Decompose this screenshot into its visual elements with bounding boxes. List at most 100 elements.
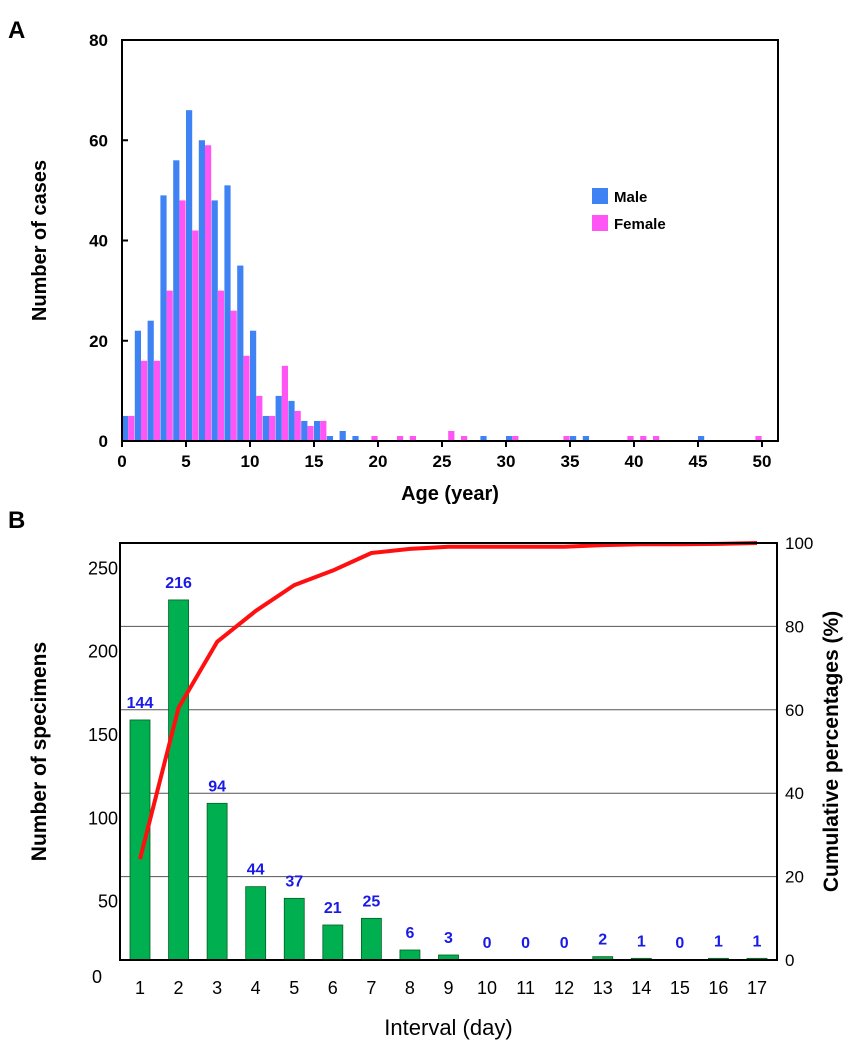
data-label: 25: [362, 893, 380, 910]
y-axis-label-a: Number of cases: [29, 160, 51, 321]
x-tick-label: 15: [305, 452, 324, 471]
y-tick-label-left: 0: [92, 967, 102, 987]
bar-male: [582, 435, 589, 441]
bar-female: [371, 435, 378, 441]
x-tick-label: 35: [561, 452, 580, 471]
x-tick-label: 11: [516, 978, 535, 998]
legend-label-male: Male: [614, 189, 647, 206]
data-label: 44: [247, 862, 265, 879]
y-axis-label-right: Cumulative percentages (%): [820, 611, 843, 892]
bar-male: [134, 330, 141, 441]
bar-male: [237, 265, 244, 441]
data-label: 1: [753, 933, 762, 950]
x-tick-label: 9: [443, 978, 453, 998]
y-tick-label-right: 0: [785, 951, 794, 970]
bar-male: [147, 320, 154, 441]
bar-male: [326, 435, 333, 441]
bar-specimens: [206, 802, 228, 961]
data-label: 0: [675, 935, 684, 952]
bar-male: [224, 185, 231, 441]
y-tick-label-right: 80: [785, 617, 804, 636]
y-tick-label-right: 60: [785, 701, 804, 720]
bar-male: [198, 140, 205, 441]
bar-male: [314, 420, 321, 441]
x-tick-label: 3: [212, 978, 222, 998]
x-tick-label: 5: [181, 452, 190, 471]
bar-female: [269, 415, 276, 441]
bar-female: [409, 435, 416, 441]
bar-specimens: [129, 719, 151, 961]
y-tick-label-right: 100: [785, 534, 813, 553]
x-axis-label-b: Interval (day): [384, 1015, 512, 1040]
bar-female: [512, 435, 519, 441]
data-label: 6: [405, 925, 414, 942]
bar-female: [653, 435, 660, 441]
bar-specimens: [322, 924, 344, 961]
y-tick-label: 0: [99, 432, 108, 451]
bar-specimens: [168, 599, 189, 961]
x-tick-label: 15: [670, 978, 690, 998]
x-tick-label: 14: [631, 978, 651, 998]
x-tick-label: 20: [369, 452, 388, 471]
data-label: 0: [560, 935, 569, 952]
x-tick-label: 1: [135, 978, 145, 998]
bar-male: [160, 195, 167, 441]
data-label: 144: [127, 695, 154, 712]
data-label: 1: [637, 933, 646, 950]
y-tick-label-right: 40: [785, 784, 804, 803]
plot-frame-b: [119, 542, 778, 961]
bar-female: [217, 290, 224, 441]
data-label: 216: [165, 575, 192, 592]
bar-female: [294, 410, 301, 441]
data-label: 37: [285, 873, 303, 890]
data-label: 0: [483, 935, 492, 952]
bar-male: [186, 110, 193, 442]
y-axis-label-left: Number of specimens: [28, 642, 51, 861]
bar-male: [570, 435, 577, 441]
x-tick-label: 0: [117, 452, 126, 471]
bar-male: [352, 435, 359, 441]
bar-female: [640, 435, 647, 441]
x-tick-label: 4: [251, 978, 261, 998]
x-tick-label: 45: [689, 452, 708, 471]
y-tick-label: 40: [89, 232, 108, 251]
bar-specimens: [283, 897, 305, 961]
bar-female: [153, 360, 160, 441]
bar-male: [698, 435, 705, 441]
panel-label-a: A: [8, 17, 25, 44]
bar-female: [563, 435, 570, 441]
data-label: 21: [324, 900, 342, 917]
bar-female: [230, 310, 237, 441]
bar-male: [262, 415, 269, 441]
legend-swatch-male: [592, 188, 608, 204]
y-tick-label-left: 50: [98, 892, 118, 912]
x-tick-label: 5: [289, 978, 299, 998]
bar-male: [288, 400, 295, 441]
y-tick-label-left: 250: [88, 558, 118, 578]
bar-male: [275, 395, 282, 441]
bar-male: [480, 435, 487, 441]
bar-female: [141, 360, 148, 441]
x-tick-label: 40: [625, 452, 644, 471]
bar-specimens: [399, 949, 421, 961]
bar-female: [281, 365, 288, 441]
data-label: 0: [521, 935, 530, 952]
y-tick-label-left: 150: [88, 725, 118, 745]
bar-female: [192, 230, 199, 441]
bar-specimens: [360, 917, 382, 961]
legend-label-female: Female: [614, 216, 666, 233]
bar-specimens: [245, 886, 267, 961]
bar-male: [173, 160, 180, 442]
data-label: 94: [208, 778, 226, 795]
legend-swatch-female: [592, 215, 608, 231]
y-tick-label-left: 200: [88, 642, 118, 662]
panel-label-b: B: [8, 507, 25, 534]
x-axis-label-a: Age (year): [401, 483, 499, 505]
x-tick-label: 30: [497, 452, 516, 471]
bar-female: [448, 430, 455, 441]
x-tick-label: 25: [433, 452, 452, 471]
bar-female: [205, 145, 212, 441]
bar-male: [250, 330, 257, 441]
x-tick-label: 17: [747, 978, 767, 998]
